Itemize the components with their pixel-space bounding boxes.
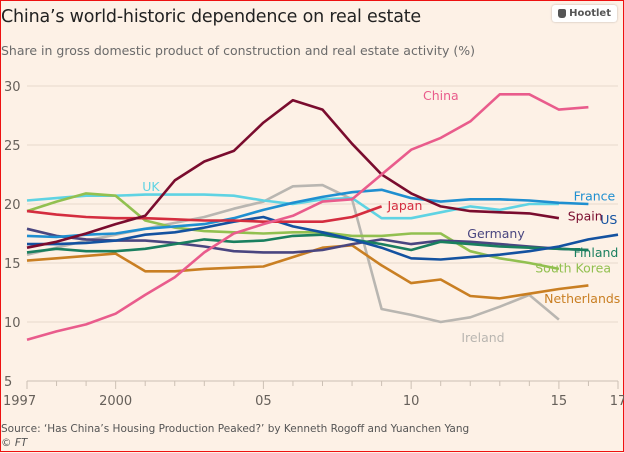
series-line-china [26,93,589,341]
series-line-south-korea [26,192,560,271]
series-label-japan: Japan [387,198,423,213]
series-line-france [26,188,589,239]
y-axis-tick-labels: 5 10 15 20 25 30 [4,80,21,390]
y-tick-label: 25 [4,139,21,154]
series-label-netherlands: Netherlands [544,291,620,306]
x-tick-label: 1997 [3,394,36,409]
y-tick-label: 20 [4,198,21,213]
y-tick-label: 30 [4,80,21,95]
chart-title: China’s world-historic dependence on rea… [1,7,421,27]
x-tick-label: 05 [255,394,272,409]
series-line-spain [26,98,560,249]
series-lines [26,93,619,341]
owl-icon [558,9,567,18]
hootlet-button[interactable]: Hootlet [552,5,617,22]
copyright-note: © FT [1,437,28,449]
series-label-ireland: Ireland [461,330,504,345]
series-line-finland [26,233,589,254]
y-tick-label: 15 [4,257,21,272]
source-note: Source: ‘Has China’s Housing Production … [1,423,470,435]
x-tick-label: 17 [610,394,624,409]
y-tick-label: 5 [4,375,12,390]
x-tick-label: 2000 [99,394,132,409]
hootlet-label: Hootlet [569,8,611,19]
series-line-japan [26,205,383,223]
series-labels: Ireland UK Netherlands South Korea Germany Fi… [142,88,620,345]
series-label-south-korea: South Korea [535,260,611,275]
series-label-china: China [423,88,459,103]
series-label-france: France [574,188,616,203]
x-axis: 1997 2000 05 10 15 17 [3,380,624,409]
chart-subtitle: Share in gross domestic product of const… [1,43,475,58]
series-label-germany: Germany [467,226,525,241]
series-label-spain: Spain [568,209,603,224]
y-tick-label: 10 [4,316,21,331]
series-label-uk: UK [142,179,160,194]
series-label-us: US [600,212,617,227]
series-line-us [27,215,619,261]
series-label-finland: Finland [574,245,619,260]
x-tick-label: 15 [551,394,568,409]
x-tick-label: 10 [403,394,420,409]
